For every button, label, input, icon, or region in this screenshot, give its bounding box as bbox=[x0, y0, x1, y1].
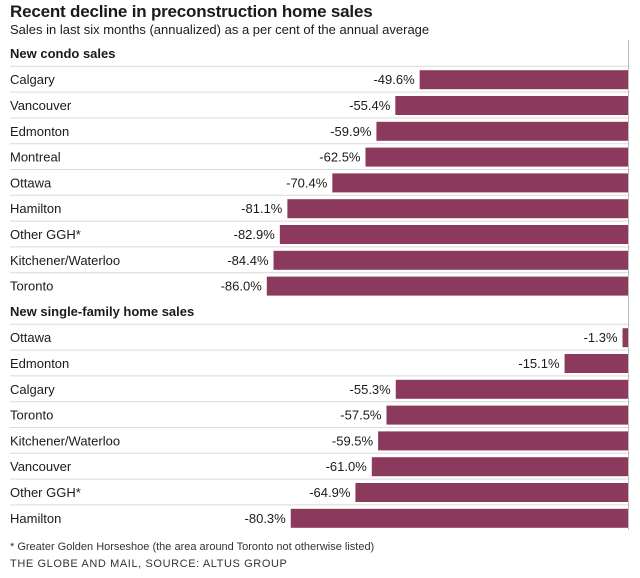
bar bbox=[622, 328, 628, 348]
value-label: -59.5% bbox=[332, 433, 374, 448]
category-label: Other GGH* bbox=[10, 485, 81, 500]
value-label: -64.9% bbox=[309, 485, 351, 500]
value-label: -55.4% bbox=[349, 98, 391, 113]
bar bbox=[273, 250, 628, 270]
value-label: -86.0% bbox=[221, 279, 263, 294]
source-credit: THE GLOBE AND MAIL, SOURCE: ALTUS GROUP bbox=[10, 558, 288, 570]
bar bbox=[266, 276, 628, 296]
value-label: -57.5% bbox=[340, 408, 382, 423]
bar bbox=[564, 354, 628, 373]
chart-title: Recent decline in preconstruction home s… bbox=[10, 2, 373, 21]
bar bbox=[386, 405, 628, 425]
value-label: -1.3% bbox=[584, 330, 618, 345]
section-header-1: New single-family home sales bbox=[10, 304, 194, 319]
bar bbox=[332, 173, 628, 193]
category-label: Other GGH* bbox=[10, 227, 81, 242]
category-label: Hamilton bbox=[10, 511, 61, 526]
category-label: Kitchener/Waterloo bbox=[10, 433, 120, 448]
category-label: Vancouver bbox=[10, 459, 72, 474]
category-label: Kitchener/Waterloo bbox=[10, 253, 120, 268]
value-label: -70.4% bbox=[286, 175, 328, 190]
bar bbox=[279, 225, 628, 244]
value-label: -15.1% bbox=[518, 356, 560, 371]
value-label: -55.3% bbox=[350, 382, 392, 397]
value-label: -81.1% bbox=[241, 201, 283, 216]
chart-subtitle: Sales in last six months (annualized) as… bbox=[10, 22, 430, 37]
category-label: Edmonton bbox=[10, 124, 69, 139]
bar-chart: New condo sales Calgary -49.6% Vancouver -55… bbox=[10, 40, 630, 530]
category-label: Toronto bbox=[10, 279, 53, 294]
category-label: Calgary bbox=[10, 382, 55, 397]
category-label: Toronto bbox=[10, 408, 53, 423]
value-label: -59.9% bbox=[330, 124, 372, 139]
value-label: -62.5% bbox=[319, 150, 361, 165]
value-label: -82.9% bbox=[234, 227, 276, 242]
bar bbox=[395, 379, 628, 399]
bar bbox=[378, 431, 628, 451]
bar bbox=[290, 508, 628, 528]
category-label: Ottawa bbox=[10, 175, 52, 190]
bar bbox=[419, 70, 628, 90]
category-label: Montreal bbox=[10, 150, 61, 165]
category-label: Edmonton bbox=[10, 356, 69, 371]
bar bbox=[376, 121, 628, 141]
bar bbox=[365, 147, 628, 167]
category-label: Ottawa bbox=[10, 330, 52, 345]
value-label: -84.4% bbox=[227, 253, 269, 268]
value-label: -61.0% bbox=[326, 459, 368, 474]
section-header-0: New condo sales bbox=[10, 46, 115, 61]
category-label: Vancouver bbox=[10, 98, 72, 113]
bar bbox=[395, 96, 628, 115]
value-label: -80.3% bbox=[245, 511, 287, 526]
footnote: * Greater Golden Horseshoe (the area aro… bbox=[10, 541, 375, 553]
bar bbox=[371, 457, 628, 477]
bar bbox=[287, 199, 628, 219]
value-label: -49.6% bbox=[373, 72, 415, 87]
bar bbox=[355, 483, 628, 502]
category-label: Calgary bbox=[10, 72, 55, 87]
category-label: Hamilton bbox=[10, 201, 61, 216]
